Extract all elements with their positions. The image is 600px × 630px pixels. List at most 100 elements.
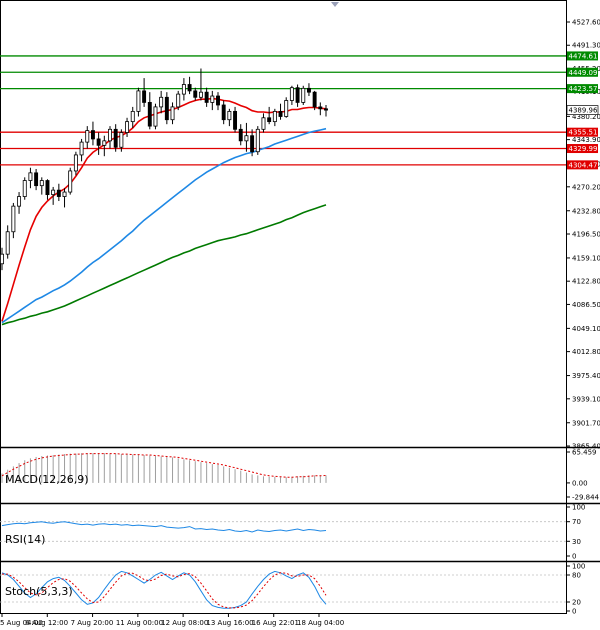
macd-tick-label: -29.844 bbox=[572, 494, 600, 502]
candle-bear bbox=[238, 128, 243, 142]
time-tick-label: 11 Aug 00:00 bbox=[116, 619, 163, 627]
candle-bear bbox=[164, 96, 169, 121]
price-tick-label: 4343.90 bbox=[572, 136, 600, 144]
candle-bull bbox=[28, 172, 33, 181]
resistance-level-label: 4474.61 bbox=[569, 52, 598, 60]
stoch-title: Stoch(5,3,3) bbox=[5, 585, 73, 598]
support-level-label: 4304.47 bbox=[569, 161, 598, 169]
price-tick-label: 3865.40 bbox=[572, 443, 600, 451]
candle-bear bbox=[233, 110, 238, 130]
candle-bull bbox=[181, 84, 186, 95]
shift-marker-icon[interactable] bbox=[331, 2, 339, 7]
stoch-main-line bbox=[1, 570, 327, 609]
time-tick-label: 13 Aug 16:00 bbox=[206, 619, 253, 627]
time-tick-label: 16 Aug 22:01 bbox=[252, 619, 299, 627]
stoch-tick-label: 20 bbox=[572, 599, 581, 607]
rsi-line bbox=[1, 521, 327, 533]
candle-bear bbox=[113, 128, 118, 148]
time-tick-label: 18 Aug 04:00 bbox=[297, 619, 344, 627]
candle-bear bbox=[324, 108, 328, 111]
candle-bull bbox=[198, 91, 203, 98]
candle-bull bbox=[301, 87, 306, 103]
time-axis: 5 Aug 04:006 Aug 12:00 7 Aug 20:00 11 Aug … bbox=[0, 613, 344, 627]
candle-bull bbox=[136, 90, 141, 112]
ma-mid-line bbox=[1, 127, 327, 324]
price-tick-label: 4270.20 bbox=[572, 183, 600, 191]
candle-bear bbox=[204, 91, 209, 103]
time-tick-label: 5 Aug 04:00 bbox=[0, 619, 43, 627]
candle-bull bbox=[62, 191, 67, 197]
price-tick-label: 4012.80 bbox=[572, 348, 600, 356]
rsi-tick-label: 30 bbox=[572, 538, 581, 546]
macd-tick-label: 0.00 bbox=[572, 479, 588, 487]
price-tick-label: 4159.10 bbox=[572, 254, 600, 262]
candle-bull bbox=[210, 95, 215, 103]
candle-bull bbox=[284, 100, 289, 117]
resistance-level-tag bbox=[567, 84, 598, 94]
candle-bear bbox=[34, 172, 39, 187]
stoch-tick-label: 100 bbox=[572, 563, 585, 571]
rsi-tick-label: 100 bbox=[572, 504, 585, 512]
candle-bear bbox=[221, 104, 226, 121]
current-price-tag bbox=[566, 105, 599, 115]
candle-bull bbox=[170, 106, 175, 121]
rsi-pane: 100 70 30 0 bbox=[0, 504, 585, 561]
time-tick-label: 7 Aug 20:00 bbox=[71, 619, 114, 627]
resistance-level-label: 4423.57 bbox=[569, 85, 598, 93]
price-tick-label: 4491.30 bbox=[572, 42, 600, 50]
candle-bull bbox=[5, 231, 10, 255]
price-tick-label: 4527.60 bbox=[572, 19, 600, 27]
candle-bull bbox=[244, 135, 249, 142]
candle-bull bbox=[0, 253, 4, 265]
candle-bear bbox=[193, 90, 198, 98]
price-tick-label: 4380.20 bbox=[572, 113, 600, 121]
candle-bull bbox=[289, 87, 294, 101]
candle-bull bbox=[17, 196, 22, 207]
candle-bull bbox=[108, 128, 112, 142]
candle-bear bbox=[45, 180, 50, 196]
resistance-level-tag bbox=[567, 67, 598, 77]
candle-bull bbox=[79, 141, 84, 156]
candle-bull bbox=[227, 110, 232, 121]
candle-bull bbox=[39, 180, 44, 187]
candle-bear bbox=[147, 102, 152, 127]
candle-bear bbox=[295, 87, 300, 103]
macd-tick-label: 65.459 bbox=[572, 449, 597, 457]
stoch-tick-label: 0 bbox=[572, 608, 576, 616]
price-tick-label: 4122.80 bbox=[572, 278, 600, 286]
candle-bull bbox=[176, 93, 181, 108]
candle-bear bbox=[90, 130, 95, 140]
support-level-tag bbox=[567, 127, 598, 137]
candle-bull bbox=[22, 180, 27, 197]
candle-bull bbox=[119, 132, 124, 148]
candle-bear bbox=[56, 189, 61, 197]
candle-bull bbox=[272, 110, 277, 123]
time-tick-label: 12 Aug 08:00 bbox=[161, 619, 208, 627]
rsi-tick-label: 70 bbox=[572, 518, 581, 526]
candle-bull bbox=[261, 117, 266, 130]
price-tick-label: 4196.50 bbox=[572, 231, 600, 239]
candle-bear bbox=[312, 91, 317, 108]
price-tick-label: 4232.80 bbox=[572, 207, 600, 215]
chart-frame bbox=[0, 0, 567, 614]
candle-bear bbox=[250, 135, 255, 153]
candle-bear bbox=[216, 95, 220, 106]
candle-bull bbox=[130, 110, 135, 123]
candle-bear bbox=[142, 90, 147, 103]
support-level-tag bbox=[567, 144, 598, 154]
candle-bear bbox=[278, 110, 283, 117]
candle-bear bbox=[318, 106, 323, 110]
ma-slow-line bbox=[1, 204, 327, 326]
rsi-tick-label: 0 bbox=[572, 553, 576, 561]
candle-bull bbox=[125, 121, 130, 133]
ma-fast-line bbox=[1, 97, 327, 322]
candle-bull bbox=[85, 130, 90, 143]
macd-signal-line bbox=[1, 453, 327, 478]
candle-bull bbox=[73, 154, 78, 172]
candle-bull bbox=[51, 189, 56, 196]
resistance-level-label: 4449.09 bbox=[569, 69, 598, 77]
support-level-label: 4329.99 bbox=[569, 145, 598, 153]
candle-bull bbox=[153, 106, 158, 127]
